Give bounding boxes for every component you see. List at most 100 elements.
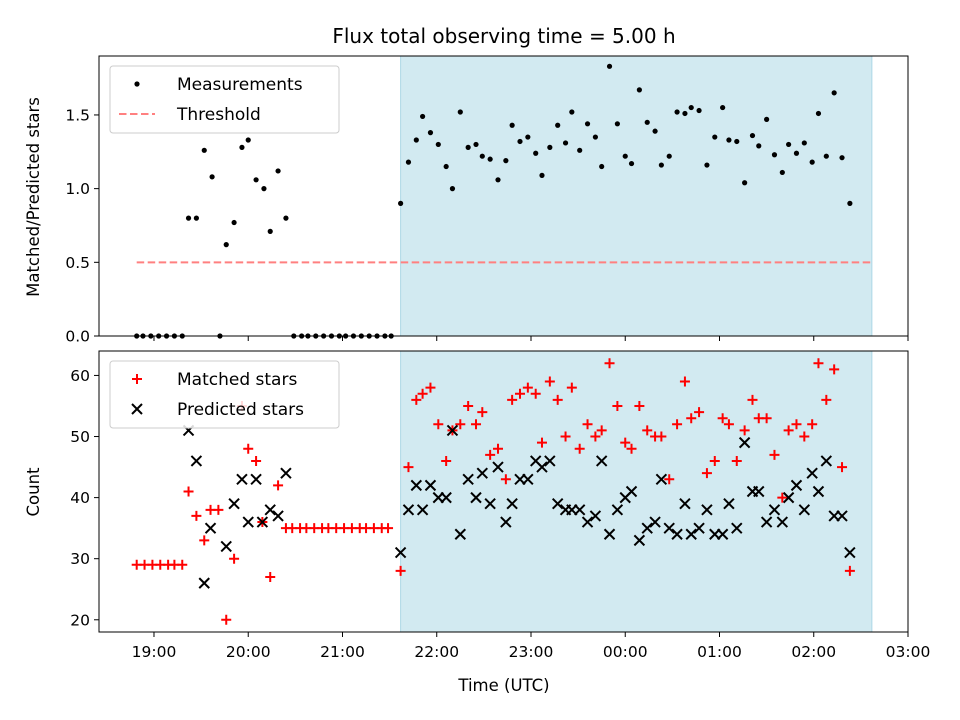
x-axis-label: Time (UTC) bbox=[457, 676, 549, 695]
predicted-starspoint bbox=[679, 498, 691, 510]
measurementspoint bbox=[793, 150, 800, 156]
measurementspoint bbox=[674, 109, 680, 115]
matched-starspoint bbox=[383, 523, 394, 534]
top-y-axis-label: Matched/Predicted stars bbox=[24, 97, 43, 297]
predicted-starspoint bbox=[595, 455, 608, 467]
matched-starspoint bbox=[471, 419, 482, 430]
matched-starspoint bbox=[177, 559, 188, 570]
top-y-tick-label: 0.0 bbox=[65, 328, 90, 346]
top-y-tick-label: 1.5 bbox=[65, 106, 90, 124]
matched-starspoint bbox=[455, 419, 466, 430]
x-tick-label: 00:00 bbox=[603, 643, 648, 661]
matched-starspoint bbox=[221, 614, 232, 625]
top-y-tick-label: 1.0 bbox=[65, 180, 90, 198]
measurementspoint bbox=[666, 153, 672, 159]
matched-starspoint bbox=[596, 425, 607, 436]
predicted-starspoint bbox=[228, 498, 240, 510]
measurementspoint bbox=[658, 162, 664, 168]
predicted-starspoint bbox=[753, 485, 765, 498]
predicted-starspoint bbox=[280, 467, 292, 479]
predicted-starspoint bbox=[462, 473, 474, 485]
predicted-starspoint bbox=[649, 516, 661, 528]
predicted-starspoint bbox=[844, 546, 856, 559]
predicted-starspoint bbox=[484, 498, 496, 510]
x-tick-label: 01:00 bbox=[697, 643, 742, 661]
measurementspoint bbox=[193, 215, 199, 221]
matched-starspoint bbox=[769, 449, 780, 460]
matched-starspoint bbox=[709, 455, 720, 466]
predicted-starspoint bbox=[440, 491, 452, 504]
measurementspoint bbox=[786, 141, 792, 148]
matched-starspoint bbox=[844, 565, 855, 576]
matched-starspoint bbox=[229, 553, 240, 564]
predicted-starspoint bbox=[220, 540, 232, 553]
measurementspoint bbox=[815, 110, 822, 117]
matched-starspoint bbox=[522, 382, 533, 393]
matched-starspoint bbox=[620, 437, 631, 448]
matched-starspoint bbox=[552, 394, 563, 405]
measurementspoint bbox=[688, 104, 694, 111]
measurementspoint bbox=[275, 168, 281, 174]
measurementspoint bbox=[231, 219, 237, 226]
matched-starspoint bbox=[612, 400, 623, 411]
predicted-starspoint bbox=[625, 485, 638, 498]
matched-starspoint bbox=[672, 419, 683, 430]
matched-starspoint bbox=[590, 431, 601, 442]
predicted-starspoint bbox=[716, 528, 729, 540]
predicted-starspoint bbox=[470, 491, 482, 504]
measurementspoint bbox=[704, 162, 710, 168]
legend-x-marker bbox=[131, 403, 143, 415]
predicted-starspoint bbox=[776, 516, 789, 528]
measurementspoint bbox=[398, 200, 404, 206]
measurementspoint bbox=[539, 172, 545, 178]
measurementspoint bbox=[533, 150, 539, 156]
matched-starspoint bbox=[485, 449, 496, 460]
matched-starspoint bbox=[821, 394, 832, 405]
matched-starspoint bbox=[493, 443, 504, 454]
bottom-observing-window bbox=[400, 351, 872, 632]
measurementspoint bbox=[712, 134, 718, 140]
predicted-starspoint bbox=[522, 473, 534, 485]
predicted-starspoint bbox=[402, 504, 415, 516]
matched-starspoint bbox=[433, 419, 444, 430]
measurementspoint bbox=[831, 90, 837, 96]
measurementspoint bbox=[847, 200, 853, 206]
matched-starspoint bbox=[425, 382, 436, 393]
matched-starspoint bbox=[441, 455, 452, 466]
predicted-starspoint bbox=[264, 504, 276, 516]
measurementspoint bbox=[636, 87, 642, 93]
measurementspoint bbox=[427, 130, 434, 136]
measurementspoint bbox=[720, 104, 726, 111]
top-axes-frame bbox=[98, 55, 909, 337]
measurementspoint bbox=[839, 155, 845, 161]
matched-starspoint bbox=[500, 474, 511, 485]
matched-starspoint bbox=[477, 407, 488, 418]
predicted-starspoint bbox=[573, 504, 586, 516]
predicted-starspoint bbox=[738, 436, 751, 449]
matched-starspoint bbox=[251, 455, 262, 466]
matched-starspoint bbox=[664, 474, 675, 485]
top-legend-box bbox=[109, 65, 340, 134]
measurementspoint bbox=[809, 159, 815, 165]
measurementspoint bbox=[644, 119, 650, 125]
predicted-starspoint bbox=[782, 491, 795, 504]
measurementspoint bbox=[283, 215, 289, 221]
predicted-starspoint bbox=[663, 522, 675, 534]
measurementspoint bbox=[509, 122, 515, 128]
matched-starspoint bbox=[791, 419, 802, 430]
predicted-starspoint bbox=[806, 467, 818, 479]
predicted-starspoint bbox=[190, 455, 203, 467]
matched-starspoint bbox=[739, 425, 750, 436]
matched-starspoint bbox=[566, 382, 577, 393]
matched-starspoint bbox=[731, 455, 742, 466]
measurementspoint bbox=[503, 158, 509, 164]
measurementspoint bbox=[823, 153, 829, 159]
predicted-starspoint bbox=[250, 473, 262, 485]
top-legend: Measurements Threshold bbox=[109, 65, 340, 134]
chart-title: Flux total observing time = 5.00 h bbox=[332, 24, 675, 48]
matched-starspoint bbox=[273, 480, 284, 491]
measurementspoint bbox=[473, 141, 479, 148]
predicted-starspoint bbox=[581, 516, 594, 528]
measurementspoint bbox=[584, 121, 591, 127]
